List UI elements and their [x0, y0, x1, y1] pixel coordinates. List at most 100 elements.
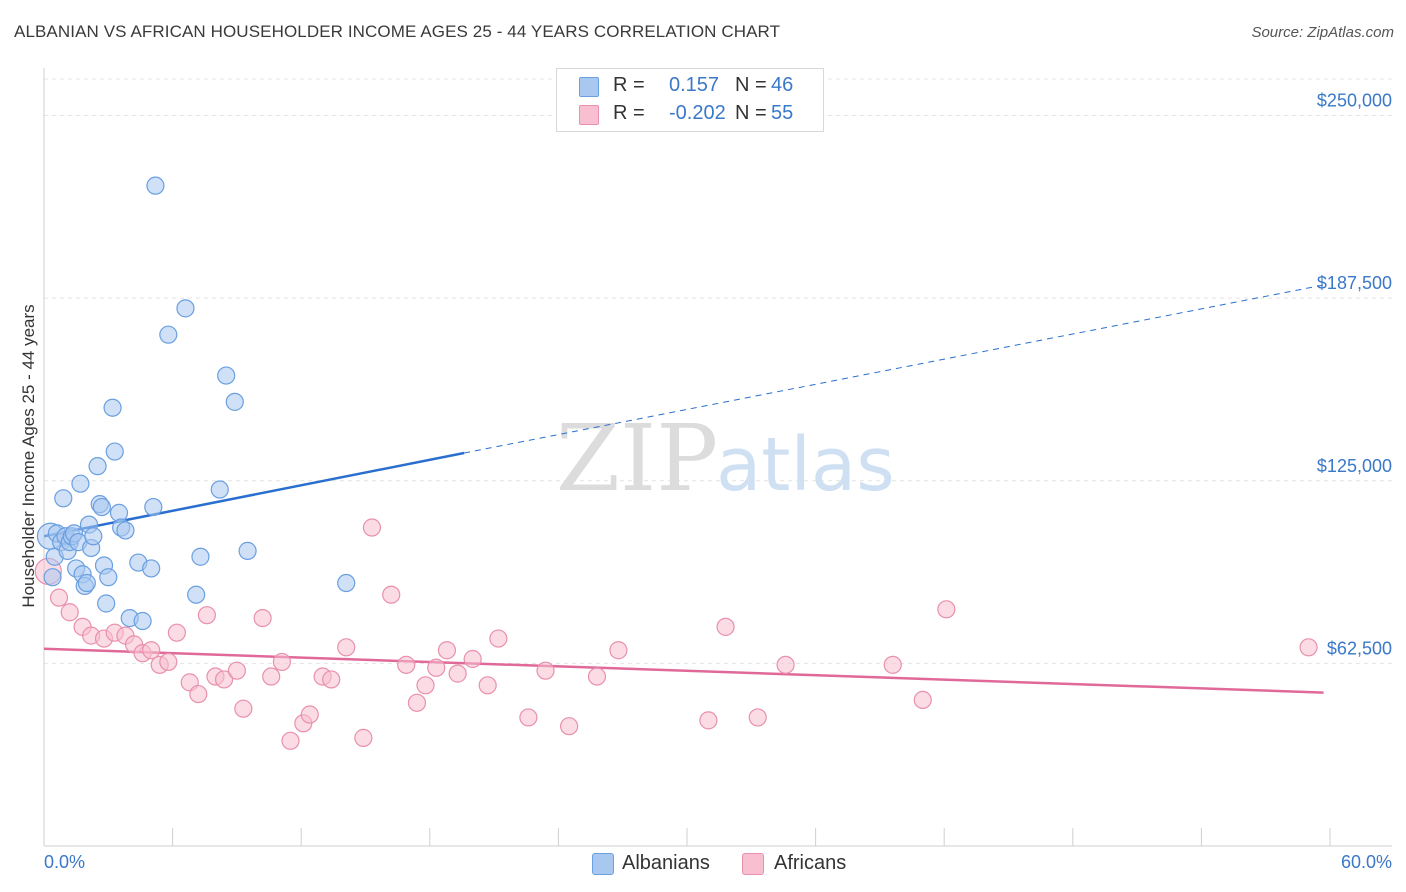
albanian-point [99, 568, 118, 587]
african-point [253, 608, 272, 628]
african-point [397, 655, 416, 674]
african-point [227, 661, 246, 680]
albanian-point [176, 299, 195, 318]
r-label: R = [613, 74, 645, 96]
n-label: N = [735, 102, 767, 124]
albanian-point [210, 480, 229, 499]
albanian-point [191, 547, 210, 566]
african-point [448, 664, 467, 683]
african-point [322, 670, 341, 689]
albanian-point [217, 366, 236, 385]
albanian-points [36, 176, 356, 631]
albanians-legend-swatch [592, 853, 614, 875]
albanian-point [77, 573, 96, 593]
african-point [382, 585, 401, 604]
african-point [560, 717, 579, 736]
african-point [1299, 638, 1318, 657]
r-value: -0.202 [669, 102, 726, 124]
x-tick-label: 0.0% [44, 852, 85, 872]
albanians-swatch [579, 77, 599, 97]
african-point [883, 655, 902, 674]
african-point [463, 649, 482, 669]
watermark-zip: ZIP [556, 405, 718, 512]
african-point [478, 676, 497, 695]
albanian-point [146, 176, 165, 195]
african-point [416, 676, 435, 695]
african-point [716, 617, 735, 636]
albanian-point [84, 527, 103, 546]
albanian-point [103, 398, 122, 417]
albanian-point [88, 457, 107, 476]
n-value: 46 [771, 74, 794, 96]
african-point [427, 658, 446, 677]
african-points [34, 518, 1318, 750]
albanian-point [43, 568, 62, 587]
african-point [159, 652, 178, 672]
grid-lines [44, 78, 1392, 664]
african-point [776, 655, 795, 674]
african-point [536, 661, 555, 680]
african-point [937, 600, 956, 619]
n-value: 55 [771, 102, 794, 124]
african-point [699, 711, 718, 730]
y-tick-label: $250,000 [1317, 91, 1392, 111]
african-point [262, 667, 281, 686]
albanian-point [71, 474, 90, 493]
albanian-point [116, 521, 135, 540]
africans-legend-swatch [742, 853, 764, 875]
albanian-point [187, 585, 206, 604]
african-point [407, 693, 427, 712]
albanian-point [144, 497, 163, 517]
albanian-point [159, 325, 178, 344]
african-point [60, 603, 79, 622]
african-point [49, 588, 69, 607]
african-point [337, 638, 356, 657]
source-label: Source: ZipAtlas.com [1251, 24, 1394, 41]
african-point [609, 641, 628, 660]
chart-title: ALBANIAN VS AFRICAN HOUSEHOLDER INCOME A… [14, 22, 781, 41]
albanians-trend-line [43, 451, 465, 538]
y-axis-label: Householder Income Ages 25 - 44 years [19, 304, 38, 607]
african-point [281, 731, 300, 750]
albanian-point [105, 442, 124, 461]
african-point [214, 670, 234, 689]
african-point [519, 708, 538, 727]
albanians-legend-label: Albanians [622, 852, 710, 874]
african-point [362, 518, 382, 537]
african-point [300, 705, 319, 724]
series-legend: Albanians Africans [0, 852, 1406, 878]
r-label: R = [613, 102, 645, 124]
african-point [354, 728, 373, 747]
y-tick-label: $62,500 [1327, 638, 1392, 658]
albanians-trend-extension [463, 284, 1324, 454]
albanian-point [238, 541, 257, 560]
african-point [437, 641, 457, 660]
african-point [234, 699, 253, 718]
y-tick-label: $125,000 [1317, 456, 1392, 476]
x-ticks [43, 828, 1331, 846]
african-point [142, 641, 161, 660]
africans-trend-line [43, 647, 1324, 694]
african-point [489, 629, 508, 648]
albanian-point [97, 594, 116, 613]
african-point [587, 667, 607, 686]
x-tick-label: 60.0% [1341, 852, 1392, 872]
y-tick-label: $187,500 [1317, 273, 1392, 293]
africans-swatch [579, 105, 599, 125]
african-point [272, 652, 292, 672]
albanian-point [133, 611, 152, 631]
r-value: 0.157 [669, 74, 720, 96]
y-tick-labels: $62,500 $125,000 $187,500 $250,000 [1317, 91, 1392, 659]
african-point [748, 708, 767, 727]
correlation-legend: R = 0.157 N = 46 R = -0.202 N = 55 [556, 68, 824, 132]
african-point [913, 690, 932, 710]
albanian-point [54, 489, 73, 508]
albanian-point [337, 573, 356, 593]
albanian-point [92, 497, 111, 517]
albanian-point [142, 559, 161, 578]
watermark: ZIP atlas [556, 405, 895, 512]
n-label: N = [735, 74, 767, 96]
x-tick-labels: 0.0% 60.0% [44, 852, 1392, 872]
african-point [189, 684, 208, 704]
